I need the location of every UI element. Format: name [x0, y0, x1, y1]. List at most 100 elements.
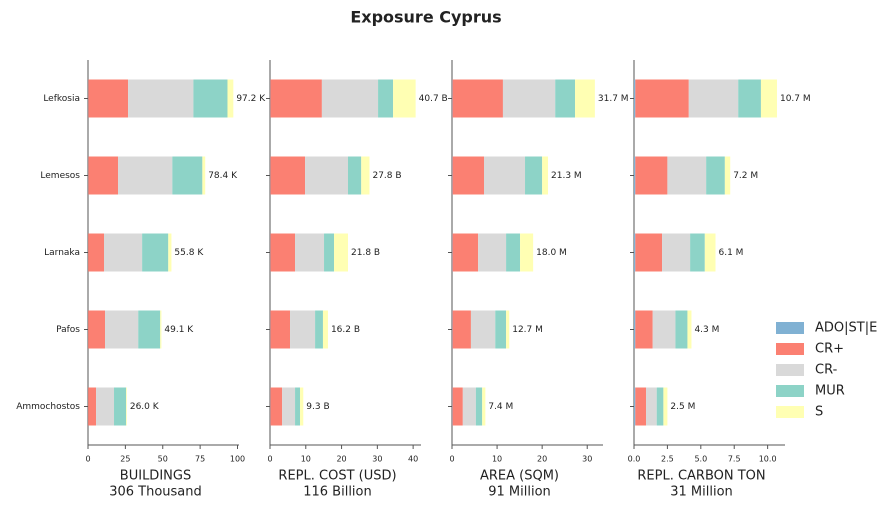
bar-segment: [667, 156, 707, 195]
bar-segment: [393, 79, 416, 118]
bar-segment: [634, 156, 636, 195]
legend-swatch: [776, 322, 804, 334]
bar-segment: [128, 79, 194, 118]
bar-segment: [502, 79, 556, 118]
category-label: Larnaka: [44, 248, 80, 258]
bar-segment: [506, 310, 510, 349]
bar-segment: [452, 79, 503, 118]
bar-segment: [635, 79, 689, 118]
bar-segment: [634, 233, 636, 272]
bar-segment: [646, 387, 657, 426]
bar-segment: [662, 233, 691, 272]
value-label: 16.2 B: [331, 325, 360, 335]
value-label: 26.0 K: [130, 402, 160, 412]
bar-segment: [126, 387, 127, 426]
x-tick-label: 10: [301, 455, 311, 464]
x-axis-label: BUILDINGS: [120, 469, 191, 484]
value-label: 10.7 M: [780, 94, 811, 104]
bar-segment: [305, 156, 349, 195]
bar-segment: [475, 387, 483, 426]
bar-segment: [706, 156, 725, 195]
x-tick-label: 5.0: [694, 455, 707, 464]
bar-segment: [575, 79, 595, 118]
bar-segment: [484, 156, 526, 195]
x-axis-note: 91 Million: [488, 485, 551, 500]
bar-segment: [635, 156, 668, 195]
bar-segment: [452, 387, 463, 426]
bar-segment: [495, 310, 507, 349]
bar-segment: [88, 79, 129, 118]
x-tick-label: 10.0: [759, 455, 777, 464]
bar-segment: [506, 233, 521, 272]
bar-segment: [321, 79, 379, 118]
value-label: 49.1 K: [164, 325, 194, 335]
bar-segment: [270, 156, 306, 195]
value-label: 2.5 M: [670, 402, 695, 412]
bar-segment: [322, 310, 328, 349]
value-label: 12.7 M: [512, 325, 543, 335]
bar-segment: [452, 156, 485, 195]
bar-segment: [282, 387, 296, 426]
value-label: 31.7 M: [598, 94, 629, 104]
value-label: 21.8 B: [351, 248, 380, 258]
bar-segment: [270, 79, 322, 118]
x-tick-label: 7.5: [728, 455, 741, 464]
bar-segment: [634, 387, 636, 426]
bar-segment: [270, 233, 296, 272]
bar-segment: [525, 156, 543, 195]
x-tick-label: 0: [85, 455, 90, 464]
legend-label: CR-: [815, 363, 838, 378]
bar-segment: [270, 387, 283, 426]
bar-segment: [295, 233, 325, 272]
value-label: 21.3 M: [551, 171, 582, 181]
value-label: 97.2 K: [236, 94, 266, 104]
bar-segment: [760, 79, 777, 118]
bar-segment: [270, 310, 291, 349]
bar-segment: [462, 387, 476, 426]
legend-swatch: [776, 343, 804, 355]
x-tick-label: 0.0: [628, 455, 641, 464]
x-tick-label: 2.5: [661, 455, 674, 464]
legend-swatch: [776, 406, 804, 418]
legend-label: MUR: [815, 384, 845, 399]
x-tick-label: 0: [267, 455, 272, 464]
bar-segment: [118, 156, 173, 195]
x-axis-note: 116 Billion: [303, 485, 372, 500]
category-label: Ammochostos: [16, 402, 80, 412]
category-label: Lefkosia: [43, 94, 80, 104]
bar-segment: [88, 156, 119, 195]
bar-segment: [193, 79, 228, 118]
x-tick-label: 50: [158, 455, 168, 464]
bar-segment: [634, 310, 636, 349]
x-axis-label: REPL. COST (USD): [278, 469, 396, 484]
bar-segment: [542, 156, 549, 195]
value-label: 55.8 K: [174, 248, 204, 258]
value-label: 6.1 M: [719, 248, 744, 258]
bar-segment: [138, 310, 161, 349]
x-tick-label: 100: [230, 455, 245, 464]
value-label: 78.4 K: [208, 171, 238, 181]
bar-segment: [103, 233, 143, 272]
bar-segment: [470, 310, 496, 349]
bar-segment: [635, 387, 647, 426]
x-tick-label: 30: [582, 455, 592, 464]
value-label: 4.3 M: [694, 325, 719, 335]
bar-segment: [555, 79, 576, 118]
bar-segment: [348, 156, 362, 195]
bar-segment: [704, 233, 716, 272]
x-tick-label: 20: [336, 455, 346, 464]
bar-segment: [88, 387, 97, 426]
bar-segment: [635, 310, 653, 349]
legend-swatch: [776, 385, 804, 397]
x-tick-label: 0: [449, 455, 454, 464]
legend-swatch: [776, 364, 804, 376]
x-tick-label: 40: [408, 455, 418, 464]
bar-segment: [452, 233, 479, 272]
x-tick-label: 20: [537, 455, 547, 464]
bar-segment: [663, 387, 668, 426]
value-label: 18.0 M: [536, 248, 567, 258]
value-label: 7.2 M: [733, 171, 758, 181]
value-label: 27.8 B: [372, 171, 401, 181]
bar-segment: [652, 310, 676, 349]
x-axis-label: AREA (SQM): [480, 469, 559, 484]
